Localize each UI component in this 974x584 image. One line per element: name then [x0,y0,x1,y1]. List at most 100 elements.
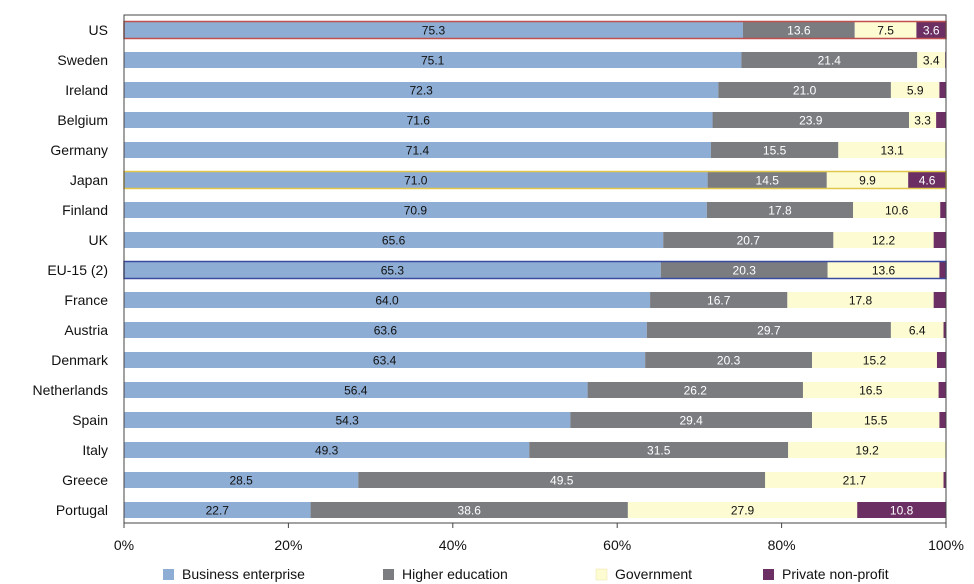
bar-spain-private-non-profit [939,412,946,428]
bar-portugal-higher-education [310,502,628,518]
value-label: 5.9 [907,84,924,98]
legend-swatch-private-non-profit [763,569,774,580]
bar-us-government [854,22,917,38]
category-label-netherlands: Netherlands [33,382,109,398]
value-label: 49.3 [315,444,339,458]
value-label: 6.4 [909,324,926,338]
value-labels: 75.3 13.6 7.5 3.6 75.1 21.4 3.4 72.3 21.0 5.9 71.6… [206,24,940,518]
bar-germany-higher-education [710,142,839,158]
bar-eu-15-2-higher-education [660,262,828,278]
bar-germany-government [838,142,946,158]
bar-italy-higher-education [529,442,789,458]
value-label: 64.0 [375,294,399,308]
bar-sweden-higher-education [741,52,918,68]
value-label: 23.9 [799,114,823,128]
bar-ireland-private-non-profit [939,82,946,98]
category-label-belgium: Belgium [57,112,108,128]
bar-netherlands-private-non-profit [938,382,946,398]
bar-germany-business-enterprise [124,142,711,158]
value-label: 49.5 [550,474,574,488]
bar-belgium-private-non-profit [936,112,946,128]
value-label: 10.6 [885,204,909,218]
value-label: 71.0 [404,174,428,188]
value-label: 29.7 [757,324,781,338]
value-label: 71.6 [407,114,431,128]
value-label: 19.2 [855,444,879,458]
bar-austria-higher-education [646,322,891,338]
bar-japan-business-enterprise [124,172,708,188]
bar-greece-private-non-profit [943,472,946,488]
x-tick-label: 80% [768,537,796,553]
value-label: 27.9 [731,504,755,518]
bar-austria-private-non-profit [943,322,946,338]
value-label: 15.2 [863,354,887,368]
value-label: 75.1 [421,54,445,68]
bar-us-private-non-profit [916,22,946,38]
plot-frame [123,14,947,524]
bar-france-higher-education [650,292,788,308]
bar-ireland-higher-education [718,82,891,98]
value-label: 75.3 [422,24,446,38]
category-label-japan: Japan [70,172,108,188]
legend-label-higher-education: Higher education [402,566,508,582]
legend-swatch-business-enterprise [163,569,174,580]
bar-spain-business-enterprise [124,412,571,428]
x-axis: 0% 20% 40% 60% 80% 100% [114,14,964,553]
value-label: 56.4 [344,384,368,398]
value-label: 70.9 [404,204,428,218]
value-label: 17.8 [768,204,792,218]
category-label-us: US [89,22,108,38]
value-label: 4.6 [919,174,936,188]
category-label-france: France [64,292,108,308]
category-label-eu-15-2: EU-15 (2) [47,262,108,278]
bar-netherlands-business-enterprise [124,382,588,398]
x-tick-label: 20% [274,537,302,553]
value-label: 21.4 [818,54,842,68]
bar-uk-government [833,232,934,248]
bar-finland-private-non-profit [940,202,946,218]
bar-eu-15-2-private-non-profit [939,262,946,278]
bar-netherlands-higher-education [587,382,803,398]
value-label: 63.6 [374,324,398,338]
value-label: 29.4 [680,414,704,428]
value-label: 65.3 [381,264,405,278]
bar-finland-business-enterprise [124,202,707,218]
value-label: 15.5 [864,414,888,428]
category-label-germany: Germany [50,142,108,158]
bar-uk-private-non-profit [933,232,946,248]
value-label: 20.3 [733,264,757,278]
value-label: 54.3 [335,414,359,428]
x-tick-label: 40% [439,537,467,553]
bar-italy-business-enterprise [124,442,530,458]
bar-france-private-non-profit [933,292,946,308]
bar-greece-higher-education [358,472,766,488]
category-label-italy: Italy [82,442,108,458]
bar-belgium-business-enterprise [124,112,713,128]
bar-sweden-government [917,52,946,68]
x-tick-label: 100% [928,537,964,553]
bar-belgium-higher-education [712,112,910,128]
value-label: 10.8 [890,504,914,518]
bar-us-business-enterprise [124,22,743,38]
legend: Business enterprise Higher education Gover… [163,566,889,582]
value-label: 71.4 [406,144,430,158]
legend-label-private-non-profit: Private non-profit [782,566,889,582]
category-label-denmark: Denmark [51,352,109,368]
value-label: 65.6 [382,234,406,248]
bar-portugal-government [627,502,858,518]
category-label-ireland: Ireland [65,82,108,98]
category-label-sweden: Sweden [57,52,108,68]
value-label: 20.3 [717,354,741,368]
bar-japan-private-non-profit [908,172,946,188]
category-label-spain: Spain [72,412,108,428]
bar-austria-business-enterprise [124,322,647,338]
bar-japan-government [826,172,909,188]
bar-greece-government [765,472,944,488]
bar-ireland-business-enterprise [124,82,719,98]
bar-denmark-business-enterprise [124,352,646,368]
bar-uk-business-enterprise [124,232,664,248]
legend-swatch-government [595,568,608,581]
bar-france-government [787,292,934,308]
category-label-portugal: Portugal [56,502,108,518]
value-label: 21.0 [793,84,817,98]
